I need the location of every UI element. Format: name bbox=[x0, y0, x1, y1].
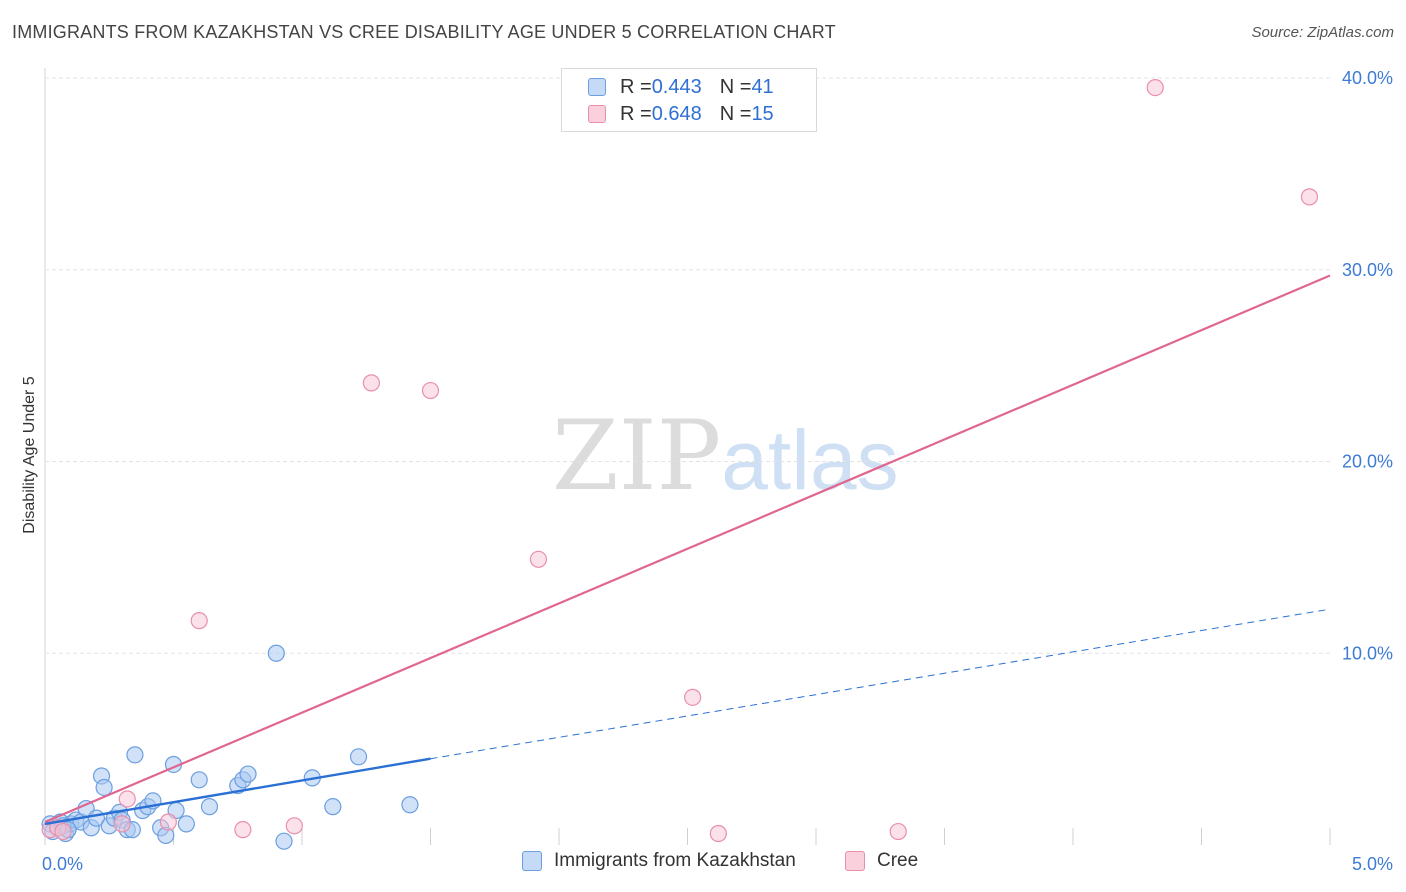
legend-row-kazakhstan: R = 0.443 N = 41 bbox=[588, 74, 774, 100]
y-tick-label: 40.0% bbox=[1342, 68, 1393, 88]
point-cree bbox=[684, 688, 702, 706]
point-kazakhstan bbox=[239, 765, 257, 783]
legend-label-kazakhstan: Immigrants from Kazakhstan bbox=[554, 850, 796, 871]
point-cree bbox=[285, 817, 303, 835]
point-kazakhstan bbox=[324, 798, 342, 816]
legend-r-value: 0.443 bbox=[651, 75, 702, 98]
watermark-zip: ZIP bbox=[552, 400, 722, 512]
x-tick-label: 0.0% bbox=[42, 854, 83, 874]
legend-swatch-blue bbox=[522, 851, 542, 871]
point-cree bbox=[1300, 188, 1319, 206]
point-kazakhstan bbox=[190, 771, 208, 789]
legend-swatch-blue bbox=[588, 78, 606, 96]
point-cree bbox=[113, 815, 131, 833]
point-kazakhstan bbox=[275, 832, 293, 850]
trendline-kazakhstan-extension bbox=[430, 608, 1331, 760]
legend-swatch-pink bbox=[588, 105, 606, 123]
legend-item-cree: Cree bbox=[845, 850, 918, 872]
point-kazakhstan bbox=[267, 644, 285, 662]
source-label: Source: ZipAtlas.com bbox=[1251, 24, 1394, 41]
legend-r-value: 0.648 bbox=[651, 102, 702, 125]
y-tick-label: 10.0% bbox=[1342, 643, 1393, 663]
legend-r-label: R = bbox=[620, 75, 652, 98]
x-tick-label: 5.0% bbox=[1352, 854, 1393, 874]
legend-n-label: N = bbox=[719, 75, 752, 98]
point-cree bbox=[54, 822, 72, 841]
legend-label-cree: Cree bbox=[877, 850, 919, 871]
point-cree bbox=[190, 612, 208, 630]
y-tick-label: 20.0% bbox=[1342, 452, 1393, 472]
point-kazakhstan bbox=[200, 798, 219, 816]
point-cree bbox=[1146, 78, 1164, 97]
y-axis-title: Disability Age Under 5 bbox=[21, 376, 38, 534]
legend-n-value: 15 bbox=[751, 102, 774, 125]
point-cree bbox=[709, 824, 727, 843]
series-legend: Immigrants from Kazakhstan Cree bbox=[0, 850, 1406, 878]
point-cree bbox=[362, 374, 380, 392]
trendline-kazakhstan bbox=[44, 757, 431, 826]
point-cree bbox=[159, 813, 177, 831]
chart-title: IMMIGRANTS FROM KAZAKHSTAN VS CREE DISAB… bbox=[12, 22, 836, 42]
point-kazakhstan bbox=[401, 796, 419, 814]
legend-swatch-pink bbox=[845, 851, 865, 871]
legend-r-label: R = bbox=[620, 102, 652, 125]
point-kazakhstan bbox=[349, 748, 368, 766]
point-cree bbox=[118, 790, 136, 808]
legend-n-label: N = bbox=[719, 102, 752, 125]
point-kazakhstan bbox=[177, 815, 195, 833]
point-cree bbox=[889, 822, 907, 841]
watermark: ZIPatlas bbox=[552, 400, 899, 512]
legend-n-value: 41 bbox=[751, 75, 774, 98]
y-tick-label: 30.0% bbox=[1342, 260, 1393, 280]
point-cree bbox=[421, 381, 440, 400]
point-cree bbox=[234, 821, 252, 839]
point-kazakhstan bbox=[95, 778, 113, 797]
watermark-atlas: atlas bbox=[721, 413, 899, 507]
point-kazakhstan bbox=[126, 746, 144, 764]
legend-item-kazakhstan: Immigrants from Kazakhstan bbox=[522, 850, 796, 872]
stats-legend: R = 0.443 N = 41 R = 0.648 N = 15 bbox=[561, 68, 817, 132]
point-cree bbox=[529, 550, 548, 568]
trendline-cree bbox=[44, 274, 1331, 824]
legend-row-cree: R = 0.648 N = 15 bbox=[588, 101, 774, 127]
